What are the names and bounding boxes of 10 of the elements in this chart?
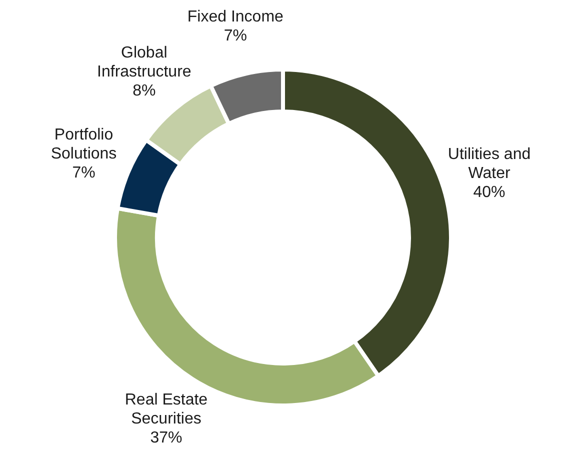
data-label: 7% bbox=[72, 164, 96, 182]
data-label: 8% bbox=[132, 82, 156, 100]
data-label: 7% bbox=[224, 28, 247, 45]
slice-label: Global Infrastructure bbox=[97, 44, 192, 80]
slice-label: Portfolio Solutions bbox=[50, 126, 117, 162]
slice-label: Real Estate Securities bbox=[124, 392, 208, 428]
data-label: 40% bbox=[473, 184, 506, 201]
slice-label: Fixed Income bbox=[187, 8, 284, 26]
data-label: 37% bbox=[150, 430, 182, 447]
slice-label: Utilities and Water bbox=[448, 146, 531, 182]
